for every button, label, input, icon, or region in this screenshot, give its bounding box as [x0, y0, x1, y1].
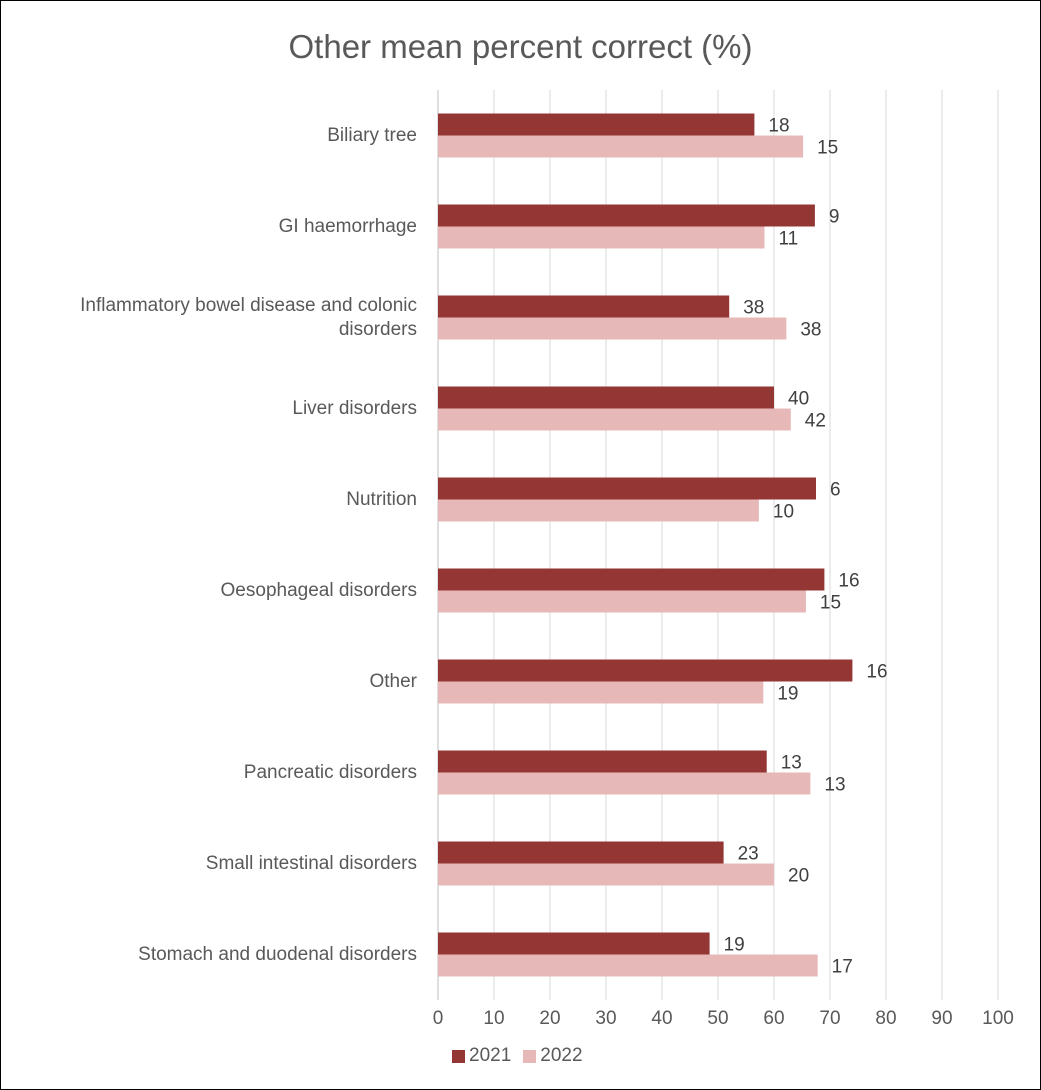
bar-2022 — [438, 135, 804, 158]
data-label-2022: 15 — [820, 593, 841, 614]
category-label: Nutrition — [346, 488, 417, 510]
data-label-2021: 9 — [829, 207, 840, 228]
data-label-2021: 38 — [743, 298, 764, 319]
bar-2021 — [438, 204, 815, 227]
legend: 2021 2022 — [452, 1045, 595, 1067]
bar-2022 — [438, 863, 774, 886]
x-tick-label: 10 — [483, 1008, 504, 1029]
data-label-2021: 19 — [724, 935, 745, 956]
x-tick-label: 60 — [763, 1008, 784, 1029]
category-label: Liver disorders — [292, 397, 417, 419]
category-label: Other — [369, 670, 417, 692]
bar-2021 — [438, 841, 724, 864]
bar-2022 — [438, 499, 759, 522]
data-label-2022: 15 — [817, 138, 838, 159]
x-tick-label: 40 — [651, 1008, 672, 1029]
data-label-2021: 40 — [788, 389, 809, 410]
data-label-2022: 19 — [777, 684, 798, 705]
bar-2022 — [438, 772, 811, 795]
x-tick-label: 50 — [707, 1008, 728, 1029]
bar-2021 — [438, 113, 755, 136]
bar-2021 — [438, 477, 816, 500]
legend-label-2021: 2021 — [469, 1045, 512, 1066]
x-tick-label: 0 — [433, 1008, 444, 1029]
chart-title: Other mean percent correct (%) — [288, 28, 753, 65]
category-label: Stomach and duodenal disorders — [138, 943, 417, 965]
x-tick-label: 90 — [931, 1008, 952, 1029]
bar-2022 — [438, 590, 806, 613]
data-label-2022: 13 — [824, 775, 845, 796]
x-tick-label: 30 — [595, 1008, 616, 1029]
bar-2021 — [438, 932, 710, 955]
legend-swatch-2022 — [523, 1049, 537, 1063]
data-label-2022: 11 — [778, 229, 798, 250]
data-label-2021: 23 — [738, 844, 759, 865]
data-label-2021: 16 — [866, 662, 887, 683]
x-tick-label: 100 — [982, 1008, 1014, 1029]
bar-2022 — [438, 681, 764, 704]
data-label-2022: 17 — [832, 957, 853, 978]
bar-2022 — [438, 317, 787, 340]
bar-2021 — [438, 295, 730, 318]
x-tick-label: 80 — [875, 1008, 896, 1029]
category-label: Biliary tree — [327, 124, 417, 146]
legend-item-2021: 2021 — [452, 1045, 511, 1067]
category-label: GI haemorrhage — [278, 215, 417, 237]
x-tick-label: 70 — [819, 1008, 840, 1029]
bar-2022 — [438, 408, 791, 431]
category-label: Inflammatory bowel disease and colonic d… — [80, 294, 417, 340]
bar-2022 — [438, 954, 818, 977]
data-label-2021: 6 — [830, 480, 841, 501]
legend-swatch-2021 — [452, 1049, 465, 1063]
legend-item-2022: 2022 — [523, 1045, 583, 1067]
bar-2021 — [438, 659, 853, 682]
data-label-2022: 42 — [805, 411, 826, 432]
category-label: Oesophageal disorders — [220, 579, 417, 601]
bar-2021 — [438, 386, 774, 409]
bar-2021 — [438, 568, 825, 591]
bar-2021 — [438, 750, 767, 773]
data-label-2022: 20 — [788, 866, 809, 887]
data-label-2021: 13 — [781, 753, 802, 774]
data-label-2021: 18 — [768, 116, 789, 137]
x-tick-label: 20 — [539, 1008, 560, 1029]
data-label-2022: 10 — [773, 502, 794, 523]
bar-2022 — [438, 226, 765, 249]
data-label-2021: 16 — [838, 571, 859, 592]
category-label: Pancreatic disorders — [243, 761, 417, 783]
legend-label-2022: 2022 — [540, 1045, 583, 1066]
data-label-2022: 38 — [800, 320, 821, 341]
category-label: Small intestinal disorders — [205, 852, 417, 874]
